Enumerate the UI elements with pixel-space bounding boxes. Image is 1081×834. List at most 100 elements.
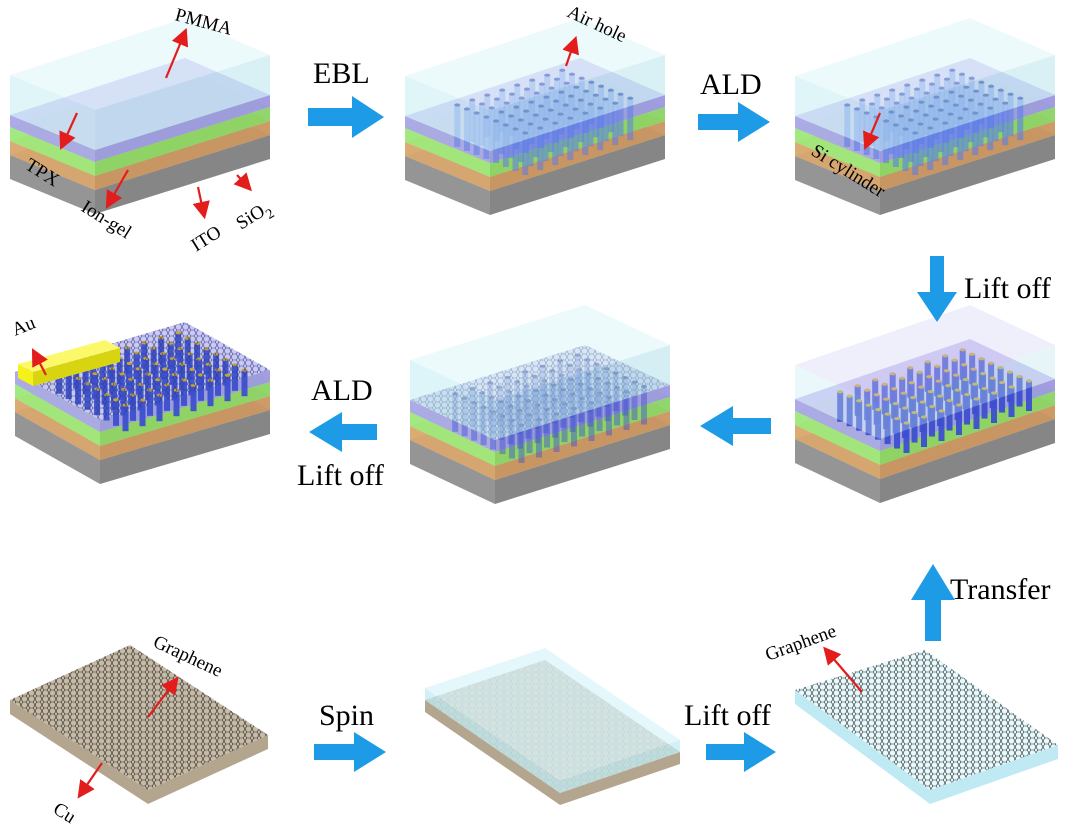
pillar xyxy=(894,418,901,449)
pillar-top xyxy=(935,379,942,383)
pillar-top xyxy=(837,390,844,394)
base-sheet-right-face xyxy=(930,745,1058,804)
pillar-top xyxy=(1026,379,1032,383)
substrate-layer-left-face xyxy=(10,155,95,214)
pillar-top xyxy=(872,378,879,382)
pillar xyxy=(537,128,544,171)
pillar xyxy=(627,98,634,141)
pillar xyxy=(544,409,551,448)
arrow-right-icon xyxy=(314,732,386,772)
pillar-top xyxy=(942,354,949,358)
pillar-top xyxy=(988,361,995,365)
graphene-on-pmma-panel xyxy=(795,650,1058,804)
label-sio2: SiO2 xyxy=(233,197,278,238)
pillar-top xyxy=(919,400,926,404)
pillar-top xyxy=(865,403,872,407)
pillar-top xyxy=(973,397,980,401)
pillar-top xyxy=(881,382,888,386)
pillar xyxy=(856,400,863,431)
substrate-layer-left-face xyxy=(15,412,100,484)
pmma-spin-panel xyxy=(425,648,680,805)
substrate-layer-left-face xyxy=(795,439,880,503)
pillar-top xyxy=(926,375,933,379)
tpx-layer-left-face xyxy=(795,399,880,451)
pillar xyxy=(999,382,1006,413)
base-sheet-left-face xyxy=(425,700,560,805)
label-cu: Cu xyxy=(49,798,79,828)
pillar-top xyxy=(916,370,923,374)
step-label-ald: ALD xyxy=(311,374,373,407)
pillar xyxy=(518,425,525,463)
pillar xyxy=(122,405,129,432)
pillar xyxy=(612,103,619,146)
substrate-layer-left-face xyxy=(795,156,880,215)
pmma-layer-left-face xyxy=(405,76,490,151)
pillar xyxy=(962,109,969,152)
ion-gel-layer-left-face xyxy=(405,128,490,177)
pillar-top xyxy=(980,372,987,376)
au-electrode-right-face xyxy=(33,348,120,386)
pillar xyxy=(553,414,560,452)
pillar-top xyxy=(891,387,898,391)
pillar-top xyxy=(846,394,853,398)
pillar xyxy=(156,395,163,422)
pillar xyxy=(903,423,910,453)
pillar xyxy=(932,119,939,162)
pillar-top xyxy=(934,364,941,368)
pillar-top xyxy=(981,386,988,391)
pillar-top xyxy=(903,421,910,425)
sio2-ito-layer-left-face xyxy=(15,398,100,460)
pillar xyxy=(912,133,919,175)
pmma-coat-top-face xyxy=(425,648,680,781)
pillar xyxy=(512,129,519,171)
base-sheet-left-face xyxy=(10,700,148,804)
pillar xyxy=(929,406,936,437)
annotation-arrow xyxy=(233,172,252,192)
ion-gel-layer-right-face xyxy=(495,397,670,466)
pillar xyxy=(567,118,574,161)
pillar-top xyxy=(943,369,950,373)
ion-gel-layer-left-face xyxy=(795,128,880,177)
base-sheet-right-face xyxy=(560,752,680,805)
base-sheet-right-face xyxy=(148,735,268,804)
step-label-ald: ALD xyxy=(700,68,762,101)
pillar xyxy=(526,415,533,454)
substrate-layer-right-face xyxy=(95,135,270,214)
pillar xyxy=(973,399,980,429)
pillar xyxy=(631,382,638,421)
pillar-top xyxy=(962,378,969,382)
annotation-arrow xyxy=(59,112,79,151)
device-stack-si-filled xyxy=(795,18,1055,215)
sio2-ito-layer-right-face xyxy=(95,121,270,190)
pillar xyxy=(614,387,621,426)
pillar xyxy=(957,118,964,161)
pillar-top xyxy=(1016,374,1023,379)
pillar xyxy=(927,128,934,171)
pillar xyxy=(139,400,146,427)
pmma-coat-left-face xyxy=(425,688,560,793)
sio2-ito-layer-right-face xyxy=(100,396,270,460)
pillar xyxy=(207,380,214,407)
step-label-ebl: EBL xyxy=(313,57,370,90)
pillar xyxy=(972,113,979,156)
pillar xyxy=(602,99,609,142)
sio2-ito-layer-right-face xyxy=(495,411,670,480)
pillar-top xyxy=(924,360,931,364)
pillar-top xyxy=(927,390,934,394)
pillar-top xyxy=(911,410,918,415)
ion-gel-layer-left-face xyxy=(15,384,100,446)
pmma-coat-right-face xyxy=(560,740,680,793)
pmma-layer-top-face xyxy=(10,18,270,110)
annotation-arrow xyxy=(192,186,210,220)
arrow-right-icon xyxy=(706,732,776,772)
pillar xyxy=(224,375,231,402)
pillar xyxy=(917,124,924,167)
pillar-top xyxy=(910,396,917,400)
device-stack-si-cylinders xyxy=(795,305,1055,503)
pillar xyxy=(561,404,568,443)
pillar-top xyxy=(954,388,961,392)
pillar xyxy=(892,125,899,167)
pillar-top xyxy=(883,397,890,401)
pillar xyxy=(938,411,945,441)
